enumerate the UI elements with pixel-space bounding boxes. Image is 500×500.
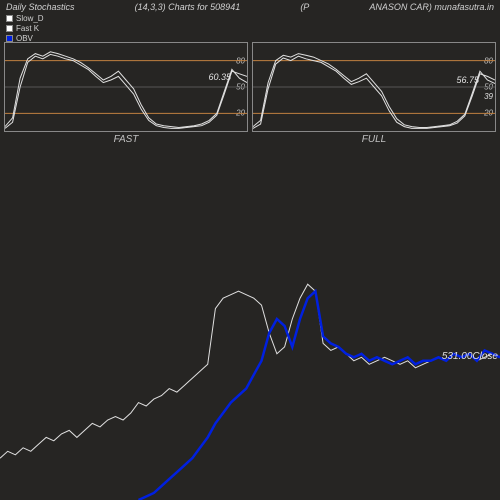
mini-full-wrap: 20508056.7539 FULL bbox=[252, 42, 496, 152]
mini-full-label: FULL bbox=[252, 132, 496, 145]
mini-fast-label: FAST bbox=[4, 132, 248, 145]
swatch-obv bbox=[6, 35, 13, 42]
mini-fast-chart: 20508060.35 bbox=[4, 42, 248, 132]
main-chart: 531.00Close bbox=[0, 152, 500, 500]
swatch-fast-k bbox=[6, 25, 13, 32]
legend-fast-k-label: Fast K bbox=[16, 24, 39, 33]
mini-secondary-label: 39 bbox=[484, 92, 493, 101]
legend: Slow_D Fast K OBV bbox=[0, 14, 500, 42]
legend-slow-d: Slow_D bbox=[6, 14, 494, 23]
header-mid-right: (P bbox=[300, 2, 309, 12]
header-mid-left: (14,3,3) Charts for 508941 bbox=[135, 2, 241, 12]
legend-fast-k: Fast K bbox=[6, 24, 494, 33]
mini-value-label: 60.35 bbox=[208, 72, 231, 82]
chart-header: Daily Stochastics (14,3,3) Charts for 50… bbox=[0, 0, 500, 14]
mini-charts-row: 20508060.35 FAST 20508056.7539 FULL bbox=[0, 42, 500, 152]
close-value-label: 531.00Close bbox=[442, 351, 498, 362]
mini-fast-wrap: 20508060.35 FAST bbox=[4, 42, 248, 152]
swatch-slow-d bbox=[6, 15, 13, 22]
mini-value-label: 56.75 bbox=[456, 75, 479, 85]
header-left: Daily Stochastics bbox=[6, 2, 75, 12]
legend-slow-d-label: Slow_D bbox=[16, 14, 44, 23]
header-right: ANASON CAR) munafasutra.in bbox=[369, 2, 494, 12]
mini-full-chart: 20508056.7539 bbox=[252, 42, 496, 132]
